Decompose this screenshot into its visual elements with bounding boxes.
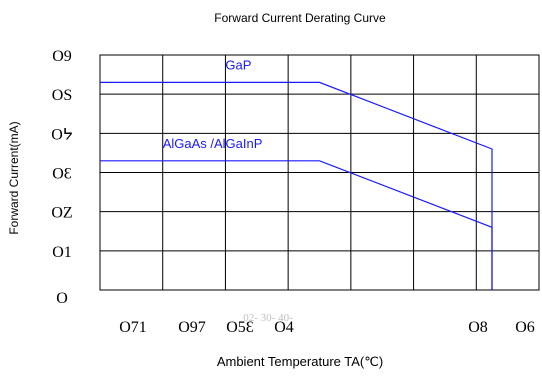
x-tick-label: O6 — [515, 319, 535, 336]
series-line-1 — [100, 81, 493, 290]
y-tick-label: O — [56, 290, 68, 307]
y-tick-label: O1 — [52, 244, 72, 261]
x-tick-label: O5Ɛ — [226, 319, 254, 336]
x-tick-labels: O71 O97 O5Ɛ O4 O8 O6 02- 30- 40- — [119, 312, 535, 336]
series-group: GaP AlGaAs /AlGaInP — [100, 57, 493, 290]
x-tick-label: O97 — [178, 319, 206, 336]
y-tick-labels: O O1 OZ OƐ Oᔭ OS O9 — [51, 48, 73, 307]
x-tick-label: O71 — [119, 319, 147, 336]
y-tick-label: Oᔭ — [51, 126, 73, 143]
y-tick-label: O9 — [52, 48, 72, 65]
series-line-2 — [100, 160, 493, 290]
series-label-2: AlGaAs /AlGaInP — [163, 136, 263, 151]
x-axis-title: Ambient Temperature TA(℃) — [217, 354, 383, 369]
x-tick-label: O4 — [274, 319, 294, 336]
series-label-1: GaP — [225, 57, 251, 72]
plot-grid — [99, 54, 540, 291]
chart-title: Forward Current Derating Curve — [214, 11, 386, 25]
x-tick-faded-label: 02- 30- 40- — [243, 312, 293, 324]
x-tick-label: O8 — [468, 319, 488, 336]
y-tick-label: OS — [52, 87, 72, 104]
y-axis-title: Forward Current(mA) — [7, 121, 21, 234]
y-tick-label: OZ — [51, 205, 72, 222]
y-tick-label: OƐ — [52, 166, 72, 183]
